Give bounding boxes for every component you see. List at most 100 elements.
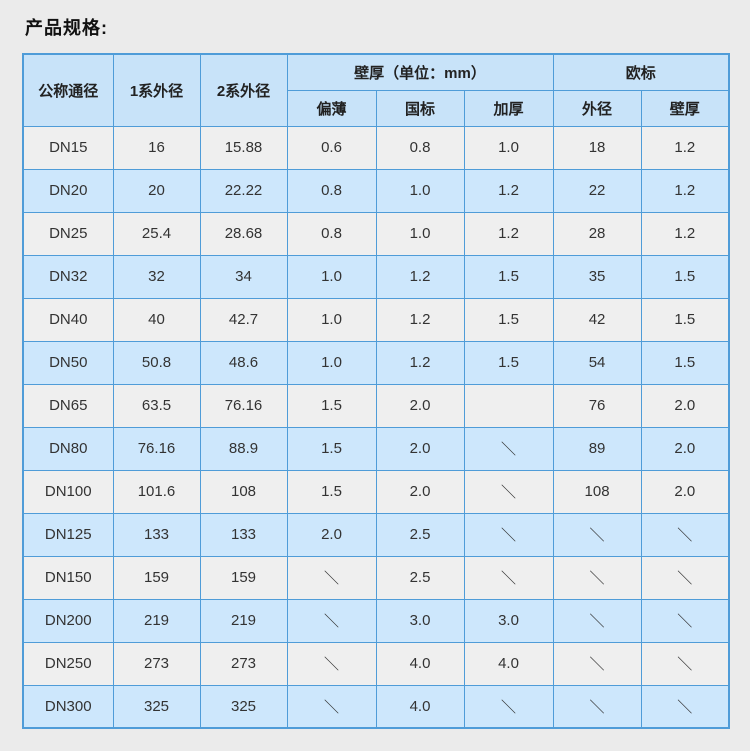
cell-wall-national: 2.0 (375, 469, 465, 514)
cell-series2-od: 22.22 (199, 168, 288, 213)
cell-wall-thin: 1.0 (286, 254, 377, 299)
cell-series2-od: 48.6 (199, 340, 288, 385)
cell-wall-national: 3.0 (375, 598, 465, 643)
cell-nominal-diameter: DN125 (22, 512, 114, 557)
cell-euro-od: 42 (552, 297, 642, 342)
cell-series1-od: 40 (112, 297, 201, 342)
cell-euro-wall: 1.2 (640, 168, 730, 213)
cell-series1-od: 25.4 (112, 211, 201, 256)
table-row: DN50 50.8 48.6 1.0 1.2 1.5 54 1.5 (22, 340, 730, 385)
cell-wall-thickened: ＼ (463, 555, 554, 600)
cell-euro-wall: 1.5 (640, 254, 730, 299)
cell-wall-national: 4.0 (375, 684, 465, 729)
table-row: DN65 63.5 76.16 1.5 2.0 76 2.0 (22, 383, 730, 428)
cell-wall-thickened: ＼ (463, 469, 554, 514)
cell-nominal-diameter: DN100 (22, 469, 114, 514)
cell-series2-od: 219 (199, 598, 288, 643)
cell-wall-national: 2.0 (375, 383, 465, 428)
cell-series2-od: 15.88 (199, 125, 288, 170)
cell-series1-od: 63.5 (112, 383, 201, 428)
cell-euro-wall: 2.0 (640, 426, 730, 471)
cell-euro-wall: ＼ (640, 641, 730, 686)
cell-wall-thin: ＼ (286, 641, 377, 686)
header-series1-od: 1系外径 (112, 53, 201, 127)
cell-series1-od: 325 (112, 684, 201, 729)
cell-euro-od: 35 (552, 254, 642, 299)
cell-series1-od: 76.16 (112, 426, 201, 471)
cell-wall-thin: 1.5 (286, 469, 377, 514)
cell-wall-thin: 1.5 (286, 383, 377, 428)
cell-wall-national: 0.8 (375, 125, 465, 170)
header-nominal-diameter: 公称通径 (22, 53, 114, 127)
table-row: DN125 133 133 2.0 2.5 ＼ ＼ ＼ (22, 512, 730, 557)
product-spec-table: 公称通径 1系外径 2系外径 壁厚（单位：mm） 欧标 偏薄 国标 加厚 外径 … (22, 53, 731, 729)
cell-nominal-diameter: DN250 (22, 641, 114, 686)
cell-euro-od: 22 (552, 168, 642, 213)
cell-euro-od: ＼ (552, 641, 642, 686)
cell-euro-wall: ＼ (640, 598, 730, 643)
table-row: DN250 273 273 ＼ 4.0 4.0 ＼ ＼ (22, 641, 730, 686)
cell-wall-national: 1.2 (375, 254, 465, 299)
cell-series2-od: 325 (199, 684, 288, 729)
cell-wall-thickened: 1.5 (463, 340, 554, 385)
cell-wall-thin: ＼ (286, 684, 377, 729)
cell-euro-wall: ＼ (640, 512, 730, 557)
cell-series2-od: 133 (199, 512, 288, 557)
cell-wall-national: 1.0 (375, 168, 465, 213)
cell-series1-od: 32 (112, 254, 201, 299)
cell-nominal-diameter: DN15 (22, 125, 114, 170)
table-body: DN15 16 15.88 0.6 0.8 1.0 18 1.2 DN20 20 22.22 0.8 1… (22, 125, 730, 729)
cell-euro-od: 76 (552, 383, 642, 428)
cell-series1-od: 219 (112, 598, 201, 643)
cell-wall-thin: 0.8 (286, 211, 377, 256)
cell-wall-thin: ＼ (286, 555, 377, 600)
cell-series2-od: 108 (199, 469, 288, 514)
cell-nominal-diameter: DN200 (22, 598, 114, 643)
cell-wall-thickened: 1.2 (463, 211, 554, 256)
cell-euro-od: ＼ (552, 555, 642, 600)
cell-euro-od: 28 (552, 211, 642, 256)
cell-wall-thin: 1.0 (286, 297, 377, 342)
cell-wall-national: 2.0 (375, 426, 465, 471)
cell-euro-wall: 1.5 (640, 297, 730, 342)
header-series2-od: 2系外径 (199, 53, 288, 127)
cell-wall-thickened: ＼ (463, 684, 554, 729)
table-row: DN80 76.16 88.9 1.5 2.0 ＼ 89 2.0 (22, 426, 730, 471)
cell-wall-thin: ＼ (286, 598, 377, 643)
table-row: DN25 25.4 28.68 0.8 1.0 1.2 28 1.2 (22, 211, 730, 256)
cell-euro-od: ＼ (552, 684, 642, 729)
table-row: DN200 219 219 ＼ 3.0 3.0 ＼ ＼ (22, 598, 730, 643)
header-sub-national-standard: 国标 (375, 89, 465, 127)
table-row: DN300 325 325 ＼ 4.0 ＼ ＼ ＼ (22, 684, 730, 729)
header-sub-thin: 偏薄 (286, 89, 377, 127)
cell-nominal-diameter: DN150 (22, 555, 114, 600)
cell-wall-thin: 1.0 (286, 340, 377, 385)
cell-euro-wall: 1.2 (640, 125, 730, 170)
cell-nominal-diameter: DN20 (22, 168, 114, 213)
cell-series2-od: 273 (199, 641, 288, 686)
cell-series1-od: 20 (112, 168, 201, 213)
cell-series1-od: 16 (112, 125, 201, 170)
table-row: DN32 32 34 1.0 1.2 1.5 35 1.5 (22, 254, 730, 299)
cell-wall-thickened: 4.0 (463, 641, 554, 686)
cell-euro-od: 54 (552, 340, 642, 385)
cell-wall-national: 2.5 (375, 555, 465, 600)
cell-euro-wall: ＼ (640, 684, 730, 729)
header-group-wall-thickness: 壁厚（单位：mm） (286, 53, 554, 91)
cell-wall-national: 2.5 (375, 512, 465, 557)
cell-euro-wall: 1.2 (640, 211, 730, 256)
cell-wall-national: 1.2 (375, 340, 465, 385)
cell-nominal-diameter: DN40 (22, 297, 114, 342)
cell-series1-od: 159 (112, 555, 201, 600)
header-row-sub: 偏薄 国标 加厚 外径 壁厚 (23, 89, 730, 127)
cell-nominal-diameter: DN50 (22, 340, 114, 385)
cell-euro-od: 108 (552, 469, 642, 514)
cell-wall-thickened: 1.5 (463, 254, 554, 299)
cell-wall-thin: 1.5 (286, 426, 377, 471)
table-row: DN100 101.6 108 1.5 2.0 ＼ 108 2.0 (22, 469, 730, 514)
cell-wall-thin: 0.6 (286, 125, 377, 170)
cell-nominal-diameter: DN25 (22, 211, 114, 256)
header-group-euro-standard: 欧标 (552, 53, 730, 91)
table-header: 公称通径 1系外径 2系外径 壁厚（单位：mm） 欧标 偏薄 国标 加厚 外径 … (22, 53, 730, 127)
